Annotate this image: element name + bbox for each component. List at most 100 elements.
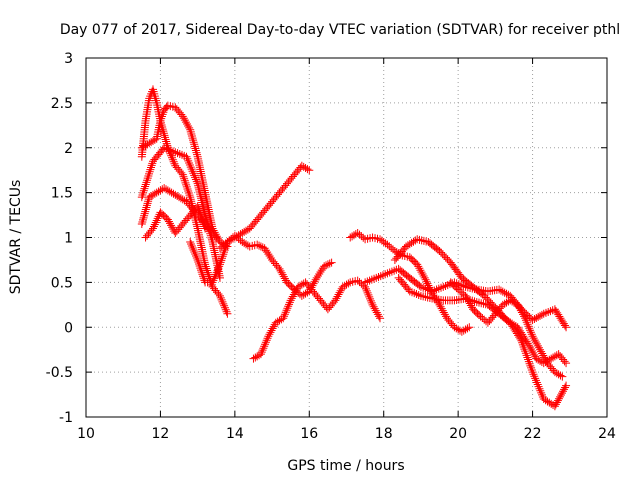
x-tick-label: 18: [375, 426, 393, 442]
data-point: [419, 271, 428, 280]
data-point: [202, 215, 211, 224]
data-point: [554, 394, 563, 403]
data-point: [253, 240, 262, 249]
data-point: [142, 178, 151, 187]
data-point: [435, 300, 444, 309]
data-point: [206, 231, 215, 240]
data-point: [522, 351, 531, 360]
data-point: [541, 355, 550, 364]
data-point: [413, 260, 422, 269]
data-point: [188, 134, 197, 143]
data-point: [258, 346, 267, 355]
data-point: [331, 296, 340, 305]
data-point: [194, 206, 203, 215]
data-point: [520, 312, 529, 321]
data-point: [191, 175, 200, 184]
data-point: [151, 94, 160, 103]
data-point: [194, 204, 203, 213]
data-point: [518, 338, 527, 347]
data-point: [532, 378, 541, 387]
data-point: [193, 202, 202, 211]
data-point: [137, 193, 146, 202]
data-point: [534, 343, 543, 352]
data-point: [140, 184, 149, 193]
data-point: [218, 297, 227, 306]
data-point: [165, 219, 174, 228]
data-point: [440, 310, 449, 319]
series-track-10: [390, 235, 571, 368]
data-point: [181, 118, 190, 127]
data-point: [191, 249, 200, 258]
data-point: [220, 303, 229, 312]
data-point: [421, 292, 430, 301]
data-point: [182, 152, 191, 161]
data-point: [243, 241, 252, 250]
data-point: [242, 226, 251, 235]
data-point: [287, 294, 296, 303]
data-point: [562, 359, 571, 368]
data-point: [150, 220, 159, 229]
y-tick-labels: -1 -0.5 0 0.5 1 1.5 2 2.5 3: [46, 51, 73, 426]
data-point: [562, 323, 571, 332]
data-point: [191, 251, 200, 260]
data-point: [285, 300, 294, 309]
data-point: [179, 172, 188, 181]
data-point: [277, 268, 286, 277]
x-tick-label: 24: [598, 426, 616, 442]
data-point: [443, 255, 452, 264]
data-point: [322, 261, 331, 270]
data-point: [186, 163, 195, 172]
data-point: [137, 220, 146, 229]
data-point: [148, 224, 157, 233]
data-point: [555, 392, 564, 401]
data-point: [552, 351, 561, 360]
data-point: [462, 293, 471, 302]
data-point: [213, 266, 222, 275]
y-tick-label: 0: [64, 320, 73, 336]
data-point: [526, 326, 535, 335]
data-point: [182, 182, 191, 191]
data-point: [181, 178, 190, 187]
data-point: [211, 272, 220, 281]
data-point: [558, 372, 567, 381]
data-point: [532, 313, 541, 322]
data-point: [535, 384, 544, 393]
data-point: [516, 306, 525, 315]
data-point: [240, 227, 249, 236]
data-point: [521, 349, 530, 358]
data-point: [560, 357, 569, 366]
x-tick-label: 22: [524, 426, 542, 442]
data-point: [188, 243, 197, 252]
data-point: [534, 382, 543, 391]
data-point: [465, 323, 474, 332]
data-point: [336, 286, 345, 295]
data-point: [138, 217, 147, 226]
data-point: [263, 334, 272, 343]
data-point: [515, 304, 524, 313]
data-point: [414, 262, 423, 271]
data-point: [264, 332, 273, 341]
data-point: [420, 273, 429, 282]
data-point: [222, 307, 231, 316]
data-point: [498, 287, 507, 296]
data-point: [439, 308, 448, 317]
data-point: [538, 349, 547, 358]
data-point: [148, 159, 157, 168]
x-tick-label: 14: [226, 426, 244, 442]
data-point: [438, 306, 447, 315]
axis-ticks: [85, 57, 608, 418]
data-point: [150, 189, 159, 198]
data-point: [527, 330, 536, 339]
data-point: [372, 308, 381, 317]
y-tick-label: 2: [64, 141, 73, 157]
data-point: [477, 299, 486, 308]
data-point: [238, 229, 247, 238]
data-point: [299, 290, 308, 299]
data-point: [138, 191, 147, 200]
y-tick-label: 1.5: [51, 186, 73, 202]
data-point: [502, 298, 511, 307]
series-track-8: [249, 276, 384, 363]
data-point: [276, 266, 285, 275]
data-point: [523, 353, 532, 362]
data-point: [454, 325, 463, 334]
